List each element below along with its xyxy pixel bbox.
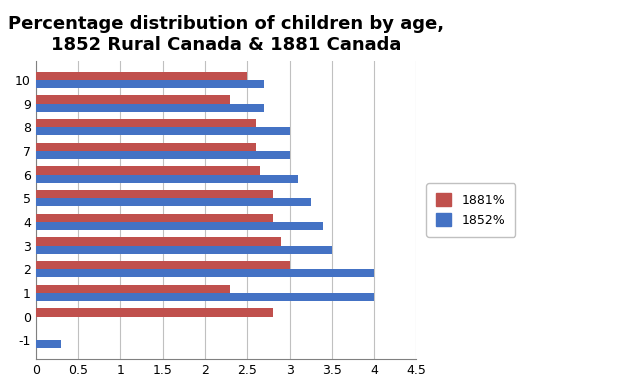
Bar [36,214,272,222]
Bar [36,166,260,174]
Bar [36,151,289,159]
Bar [36,190,272,198]
Bar [36,174,298,183]
Bar [36,245,332,254]
Bar [36,72,248,80]
Bar [36,103,264,112]
Bar [36,340,61,348]
Bar [36,237,281,245]
Bar [36,285,230,293]
Bar [36,261,289,269]
Bar [36,80,264,88]
Legend: 1881%, 1852%: 1881%, 1852% [426,183,515,237]
Bar [36,143,256,151]
Bar [36,95,230,103]
Bar [36,308,272,316]
Bar [36,198,311,207]
Bar [36,269,374,278]
Bar [36,293,374,301]
Bar [36,222,323,230]
Title: Percentage distribution of children by age,
1852 Rural Canada & 1881 Canada: Percentage distribution of children by a… [8,15,444,54]
Bar [36,127,289,136]
Bar [36,119,256,127]
